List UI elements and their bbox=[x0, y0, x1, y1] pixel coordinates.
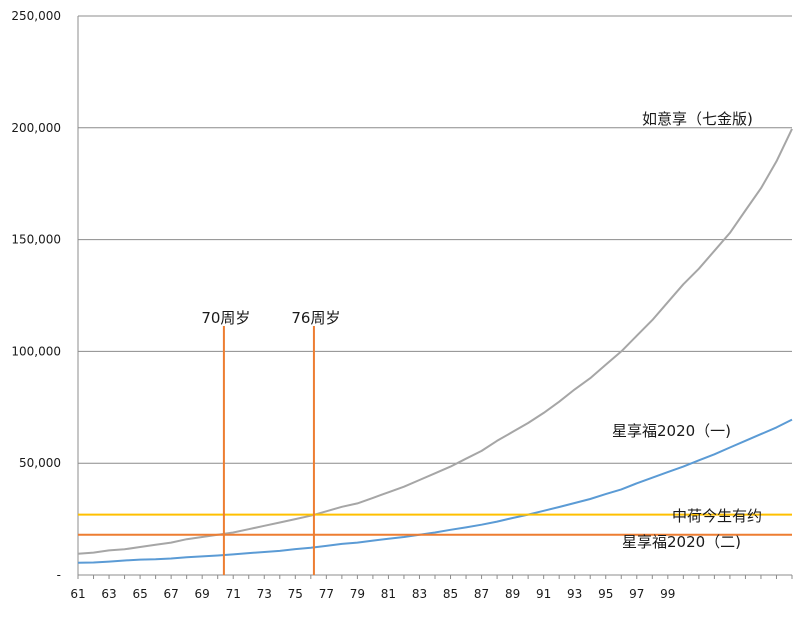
x-tick-label: 63 bbox=[101, 587, 116, 601]
x-tick-label: 99 bbox=[660, 587, 675, 601]
gridlines bbox=[78, 15, 792, 464]
series-label: 星享福2020（一) bbox=[612, 422, 731, 440]
y-tick-label: 250,000 bbox=[11, 9, 61, 23]
series-label: 如意享（七金版) bbox=[642, 110, 753, 128]
x-tick-label: 61 bbox=[70, 587, 85, 601]
series-line bbox=[77, 128, 793, 555]
y-tick-label: 150,000 bbox=[11, 233, 61, 247]
x-tick-label: 73 bbox=[257, 587, 272, 601]
age-marker-label: 76周岁 bbox=[291, 309, 340, 327]
x-tick-label: 85 bbox=[443, 587, 458, 601]
age-marker-label: 70周岁 bbox=[201, 309, 250, 327]
x-tick-label: 79 bbox=[350, 587, 365, 601]
series-label: 星享福2020（二) bbox=[622, 533, 741, 551]
age-markers: 70周岁 76周岁 bbox=[201, 309, 340, 575]
x-tick-label: 65 bbox=[132, 587, 147, 601]
axes: - 50,000 100,000 150,000 200,000 250,000 61 63 6… bbox=[11, 9, 793, 601]
x-tick-label: 97 bbox=[629, 587, 644, 601]
series bbox=[77, 128, 793, 564]
y-tick-label: 200,000 bbox=[11, 121, 61, 135]
x-tick-label: 95 bbox=[598, 587, 613, 601]
x-tick-label: 67 bbox=[163, 587, 178, 601]
x-tick-label: 75 bbox=[288, 587, 303, 601]
x-tick-label: 83 bbox=[412, 587, 427, 601]
x-tick-label: 69 bbox=[195, 587, 210, 601]
x-tick-label: 71 bbox=[226, 587, 241, 601]
y-tick-label: - bbox=[57, 568, 61, 582]
series-line bbox=[77, 418, 793, 564]
x-tick-label: 87 bbox=[474, 587, 489, 601]
x-tick-label: 77 bbox=[319, 587, 334, 601]
series-label: 中荷今生有约 bbox=[672, 507, 762, 525]
x-tick-label: 93 bbox=[567, 587, 582, 601]
x-tick-label: 89 bbox=[505, 587, 520, 601]
y-tick-label: 50,000 bbox=[19, 456, 61, 470]
y-tick-label: 100,000 bbox=[11, 344, 61, 358]
x-tick-label: 81 bbox=[381, 587, 396, 601]
x-tick-label: 91 bbox=[536, 587, 551, 601]
